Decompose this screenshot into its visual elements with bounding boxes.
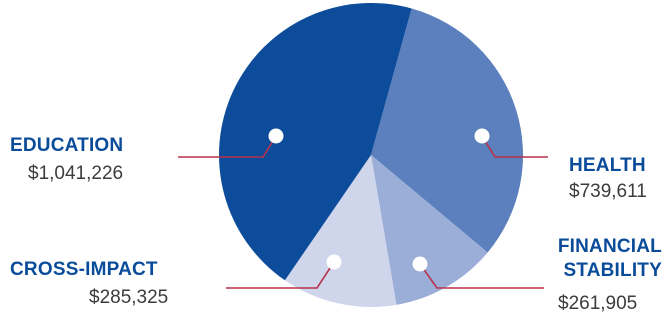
marker-dot-cross-impact xyxy=(326,254,342,270)
leader-line-financial-stability xyxy=(419,263,544,289)
leader-line-education xyxy=(178,135,277,158)
label-health: HEALTH xyxy=(569,155,646,176)
pie-slice-financial-stability xyxy=(371,155,488,305)
marker-dot-health xyxy=(474,128,490,144)
label-cross-impact: CROSS-IMPACT xyxy=(10,259,158,280)
value-financial-stability: $261,905 xyxy=(558,293,638,314)
marker-dot-education xyxy=(268,128,284,144)
pie-slice-health xyxy=(371,8,523,253)
label-education: EDUCATION xyxy=(10,135,124,156)
label-financial-stability: FINANCIAL STABILITY xyxy=(557,236,662,281)
value-health: $739,611 xyxy=(569,181,647,202)
pie-slice-education xyxy=(219,3,412,281)
value-education: $1,041,226 xyxy=(28,163,124,184)
value-cross-impact: $285,325 xyxy=(89,287,169,308)
pie-slice-cross-impact xyxy=(284,155,397,307)
marker-dot-financial-stability xyxy=(412,256,428,272)
leader-line-cross-impact xyxy=(226,261,335,289)
leader-line-health xyxy=(481,135,548,158)
